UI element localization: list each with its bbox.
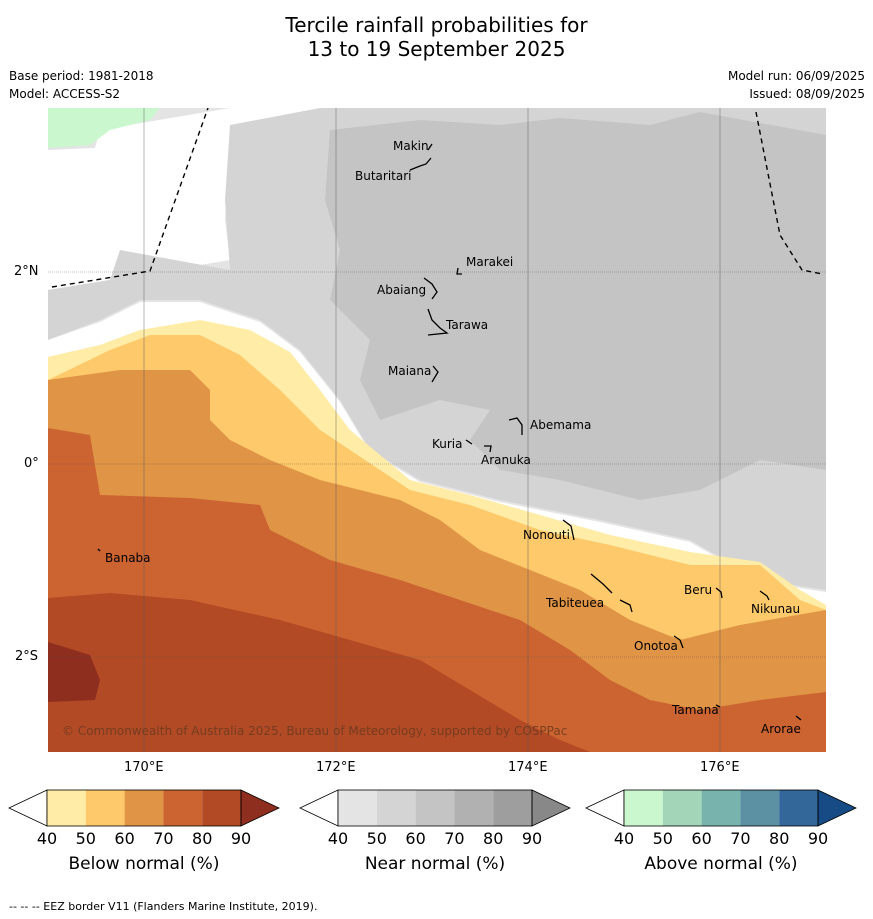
colorbar-above-segment <box>624 790 663 826</box>
eez-border <box>51 108 823 288</box>
islands <box>97 143 802 721</box>
lat-label-2s: 2°S <box>15 649 39 664</box>
place-label-arorae: Arorae <box>761 722 801 736</box>
place-label-banaba: Banaba <box>105 551 151 565</box>
colorbar-above-over-arrow <box>817 789 857 827</box>
colorbar-near-segment <box>454 790 494 826</box>
near-normal-60-region <box>325 112 826 500</box>
colorbar-near-tick: 60 <box>405 829 426 848</box>
colorbar-below-tick: 80 <box>192 829 213 848</box>
base-period: Base period: 1981-2018 <box>9 69 154 83</box>
colorbar-below-tick: 70 <box>153 829 174 848</box>
colorbar-near-frame <box>337 789 533 827</box>
colorbar-below-segment <box>124 790 164 826</box>
colorbar-near-under-arrow <box>299 789 339 827</box>
place-label-kuria: Kuria <box>432 437 463 451</box>
lat-label-0: 0° <box>24 456 39 471</box>
issued-date: Issued: 08/09/2025 <box>749 87 865 101</box>
colorbar-below-segment <box>85 790 125 826</box>
white-gap-band <box>48 302 826 610</box>
above-normal-40-region <box>48 108 160 148</box>
colorbar-near-tick: 40 <box>327 829 349 848</box>
colorbar-near-segment <box>338 790 377 826</box>
colorbar-label-near: Near normal (%) <box>364 854 506 874</box>
colorbar-below-over-arrow <box>240 789 280 827</box>
colorbar-below-segment <box>202 790 241 826</box>
place-label-tamana: Tamana <box>672 703 719 717</box>
place-label-aranuka: Aranuka <box>481 453 531 467</box>
colorbar-above-tick: 80 <box>769 829 790 848</box>
model-run: Model run: 06/09/2025 <box>727 69 865 83</box>
place-label-tabiteuea: Tabiteuea <box>546 596 605 610</box>
colorbar-near-over-arrow <box>531 789 571 827</box>
colorbar-above-segment <box>701 790 741 826</box>
place-label-nonouti: Nonouti <box>523 528 570 542</box>
colorbar-above-tick: 50 <box>652 829 673 848</box>
colorbar-near-segment <box>376 790 416 826</box>
colorbar-near-tick: 90 <box>521 829 543 848</box>
colorbar-below-tick: 60 <box>114 829 135 848</box>
place-label-marakei: Marakei <box>466 255 514 269</box>
colorbar-near-segment <box>493 790 532 826</box>
copyright-notice: © Commonwealth of Australia 2025, Bureau… <box>62 724 568 738</box>
place-label-nikunau: Nikunau <box>751 602 801 616</box>
colorbars <box>8 789 857 827</box>
colorbar-near-segment <box>415 790 455 826</box>
colorbar-above-tick: 40 <box>613 829 635 848</box>
colorbar-label-below: Below normal (%) <box>68 854 220 874</box>
map-title-line2: 13 to 19 September 2025 <box>307 37 566 61</box>
place-label-maiana: Maiana <box>388 364 432 378</box>
place-label-beru: Beru <box>684 583 713 597</box>
lon-label-176e: 176°E <box>700 760 740 775</box>
colorbar-above-segment <box>662 790 702 826</box>
colorbar-above-under-arrow <box>585 789 625 827</box>
colorbar-below-tick: 90 <box>230 829 252 848</box>
colorbar-above-segment <box>779 790 818 826</box>
lat-label-2n: 2°N <box>14 264 39 279</box>
below-normal-80-region <box>48 593 590 752</box>
lon-label-172e: 172°E <box>316 760 356 775</box>
colorbar-near-tick: 70 <box>444 829 465 848</box>
lon-label-174e: 174°E <box>508 760 548 775</box>
colorbar-above-frame <box>623 789 819 827</box>
colorbar-below-tick: 40 <box>36 829 58 848</box>
colorbar-above-segment <box>740 790 780 826</box>
colorbar-above-tick: 70 <box>730 829 751 848</box>
colorbar-above-tick: 90 <box>807 829 829 848</box>
colorbar-below-segment <box>47 790 86 826</box>
place-label-makin: Makin <box>393 139 429 153</box>
lon-label-170e: 170°E <box>124 760 164 775</box>
colorbar-below-under-arrow <box>8 789 48 827</box>
colorbar-below-segment <box>163 790 203 826</box>
colorbar-above-tick: 60 <box>691 829 712 848</box>
colorbar-below-tick: 50 <box>75 829 96 848</box>
colorbar-label-above: Above normal (%) <box>644 854 798 874</box>
place-label-onotoa: Onotoa <box>634 639 678 653</box>
colorbar-near-tick: 80 <box>483 829 504 848</box>
place-label-tarawa: Tarawa <box>446 318 489 332</box>
gridlines <box>48 108 826 752</box>
colorbar-near-tick: 50 <box>366 829 387 848</box>
place-label-butaritari: Butaritari <box>355 169 412 183</box>
map-title-line1: Tercile rainfall probabilities for <box>285 13 588 37</box>
model-name: Model: ACCESS-S2 <box>9 87 121 101</box>
probability-fill <box>48 108 826 752</box>
colorbar-below-frame <box>46 789 242 827</box>
place-label-abaiang: Abaiang <box>377 283 427 297</box>
eez-legend-footer: -- -- -- EEZ border V11 (Flanders Marine… <box>9 900 318 913</box>
below-40-region <box>48 108 320 290</box>
place-label-abemama: Abemama <box>530 418 592 432</box>
